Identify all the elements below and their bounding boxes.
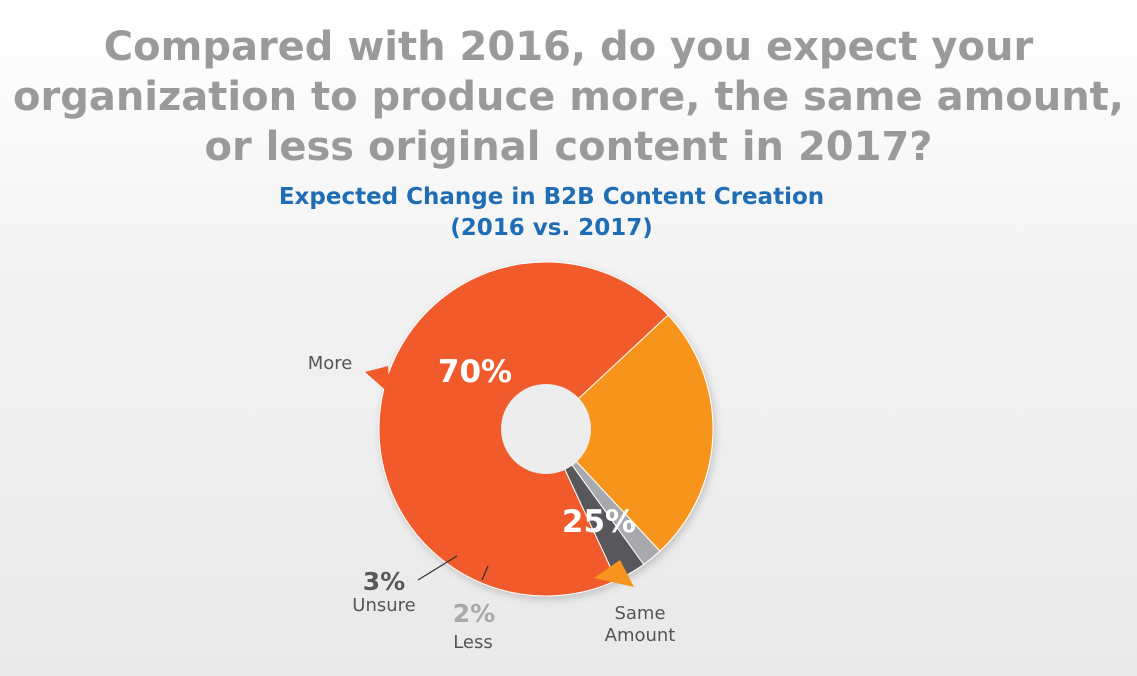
slice-value-unsure: 3% [363,567,405,596]
chart-title: Expected Change in B2B Content Creation [278,184,825,210]
question-line-1: Compared with 2016, do you expect your [103,24,1034,70]
question-headline: Compared with 2016, do you expect your o… [0,22,1137,172]
question-line-3: or less original content in 2017? [204,124,933,170]
leader-line-unsure [417,555,458,581]
slice-same-amount [545,314,714,552]
leader-line-less [481,565,489,581]
slice-value-more: 70% [438,354,512,390]
slice-value-same-amount: 25% [562,504,636,540]
slice-value-less: 2% [453,599,495,628]
slice-label-same-amount: Same Amount [605,603,676,646]
slice-label-more: More [308,353,353,374]
donut-hole [501,384,591,474]
slice-label-same-amount-word: Amount [605,625,676,646]
slice-label-less: Less [453,632,493,653]
chart-subtitle: (2016 vs. 2017) [450,215,653,241]
chart-title-block: Expected Change in B2B Content Creation … [0,182,1103,244]
question-line-2: organization to produce more, the same a… [13,74,1124,120]
callout-pointer-more [365,366,390,394]
slice-label-unsure: Unsure [352,595,415,616]
slice-label-same-amount-word: Same [614,603,665,624]
slice-group [378,261,714,597]
callout-pointer-same-amount [594,560,634,587]
label-group: 70% More 25% Same Amount 2% Less 3%Unsure [308,353,676,653]
